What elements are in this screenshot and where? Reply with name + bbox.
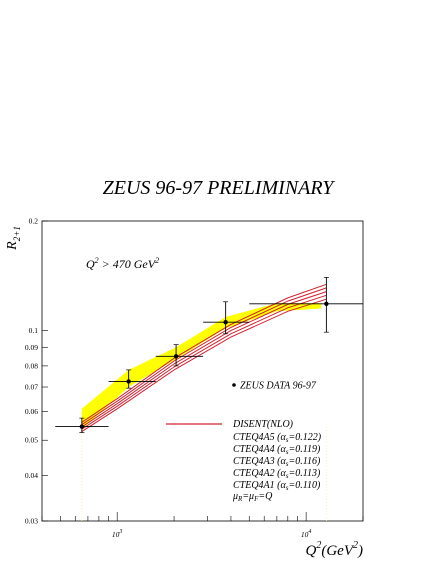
data-point-2 (155, 344, 204, 367)
legend-entry-cteq4a4: CTEQ4A4 (αs=0.119) (233, 444, 321, 456)
x-tick-label-0: 103 (112, 529, 123, 539)
y-tick-label-1: 0.1 (29, 326, 39, 335)
legend-entry-value: =0.116) (288, 456, 321, 467)
y-tick-label-5: 0.06 (25, 407, 38, 416)
y-tick-label-3: 0.08 (25, 361, 38, 370)
y-axis-label-sub: 2+1 (12, 226, 22, 241)
x-tick-base: 10 (301, 530, 309, 539)
legend-entry-value: =0.122) (288, 432, 321, 443)
legend-entry-name: CTEQ4A4 (α (233, 444, 287, 455)
legend-entry-cteq4a1: CTEQ4A1 (αs=0.110) (233, 480, 321, 492)
legend-entry-name: CTEQ4A2 (α (233, 468, 287, 479)
x-tick-exp: 4 (308, 528, 311, 535)
legend-entry-cteq4a3: CTEQ4A3 (αs=0.116) (233, 456, 321, 468)
data-marker (79, 424, 85, 429)
scale-sub-f: F (253, 495, 259, 503)
legend-data-marker (232, 383, 236, 387)
legend-entry-sub: s (286, 436, 289, 444)
y-tick-label-0: 0.2 (29, 217, 39, 226)
x-axis-label-base: Q (306, 543, 317, 559)
data-marker (324, 301, 329, 306)
data-point-0 (55, 417, 109, 433)
q2-cut-annotation: Q2 > 470 GeV2 (86, 256, 159, 271)
theory-curve-cteq4a5 (81, 283, 327, 423)
data-marker (173, 354, 179, 359)
plot-frame (41, 220, 364, 522)
y-tick-label-4: 0.07 (25, 383, 38, 392)
y-tick-label-6: 0.05 (25, 436, 38, 445)
legend-entry-sub: s (286, 472, 289, 480)
cut-exp1: 2 (95, 256, 99, 265)
x-axis-label-close: ) (357, 543, 363, 559)
theory-curve-cteq4a1 (81, 298, 327, 433)
theory-curve-cteq4a3 (81, 291, 327, 428)
legend-entry-cteq4a5: CTEQ4A5 (αs=0.122) (233, 432, 322, 444)
legend-entry-sub: s (286, 448, 289, 456)
legend-entry-cteq4a2: CTEQ4A2 (αs=0.113) (233, 468, 321, 480)
legend-entry-value: =0.113) (288, 468, 321, 479)
y-tick-label-2: 0.09 (25, 343, 38, 352)
y-axis-label: R2+1 (5, 226, 22, 251)
legend-entry-name: CTEQ4A1 (α (233, 480, 287, 491)
x-tick-exp: 3 (118, 529, 122, 535)
scale-note: μR=μF=Q (232, 491, 273, 503)
y-tick-label-8: 0.03 (25, 517, 38, 526)
data-point-1 (108, 369, 156, 389)
y-axis-label-base: R (5, 241, 20, 251)
legend-theory-header: DISENT(NLO) (232, 419, 294, 430)
data-marker (126, 379, 131, 384)
x-axis-label-exp: 2 (316, 540, 321, 551)
x-axis-label: Q2(GeV2) (306, 540, 364, 559)
data-point-3 (203, 301, 250, 335)
legend-entry-sub: s (286, 460, 289, 468)
cut-q: Q (86, 257, 95, 271)
scale-mu-r: μ (232, 491, 238, 502)
data-marker (223, 319, 228, 325)
cut-exp2: 2 (155, 256, 159, 265)
legend-entry-value: =0.119) (288, 444, 321, 455)
cut-text: > 470 GeV (99, 257, 157, 271)
hadronisation-band (81, 303, 322, 430)
legend-entry-value: =0.110) (288, 480, 321, 491)
theory-curve-cteq4a2 (81, 294, 327, 430)
x-axis-label-unit: (GeV (321, 543, 354, 559)
x-axis-label-unit-exp: 2 (353, 540, 358, 551)
data-point-4 (249, 277, 363, 333)
legend-entry-name: CTEQ4A3 (α (233, 456, 287, 467)
scale-mu-f: =μ (242, 491, 254, 502)
x-tick-base: 10 (112, 530, 120, 539)
scale-sub-r: R (237, 495, 243, 503)
legend-data-label: ZEUS DATA 96-97 (240, 381, 317, 392)
legend-entry-sub: s (286, 484, 289, 492)
theory-curve-cteq4a4 (81, 287, 327, 426)
chart-title: ZEUS 96-97 PRELIMINARY (103, 177, 336, 199)
legend-entry-name: CTEQ4A5 (α (233, 432, 287, 443)
y-tick-label-7: 0.04 (25, 471, 38, 480)
scale-end: =Q (258, 491, 273, 502)
x-tick-label-1: 104 (301, 528, 312, 539)
